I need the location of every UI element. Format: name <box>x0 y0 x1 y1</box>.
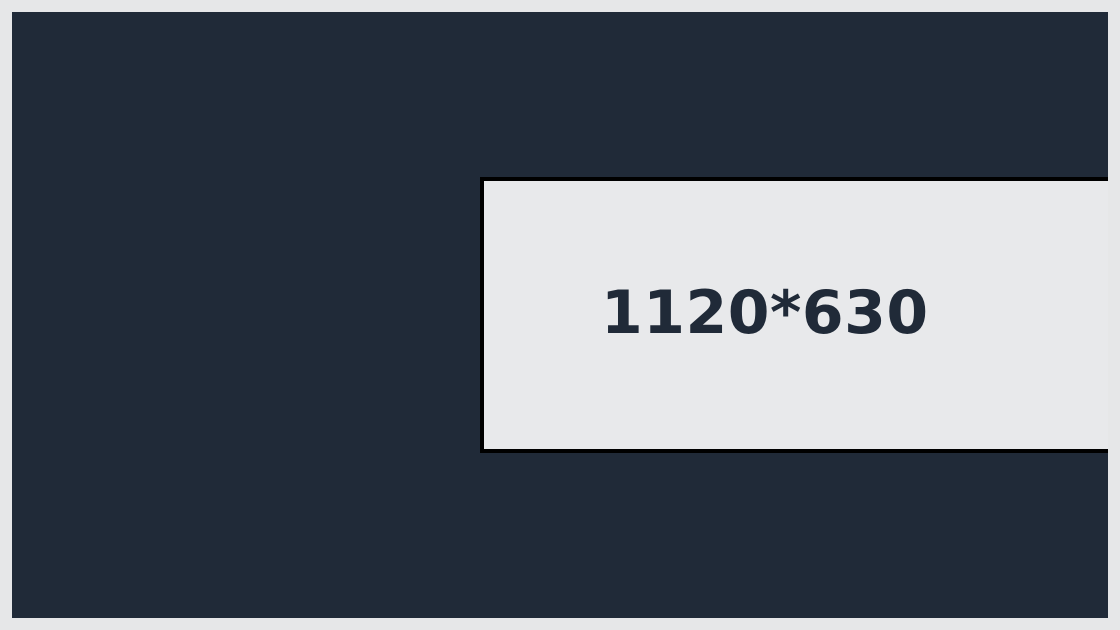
dimension-label: 1120*630 <box>601 278 929 348</box>
dimension-panel: 1120*630 <box>480 177 1108 453</box>
placeholder-canvas: 1120*630 <box>12 12 1108 618</box>
